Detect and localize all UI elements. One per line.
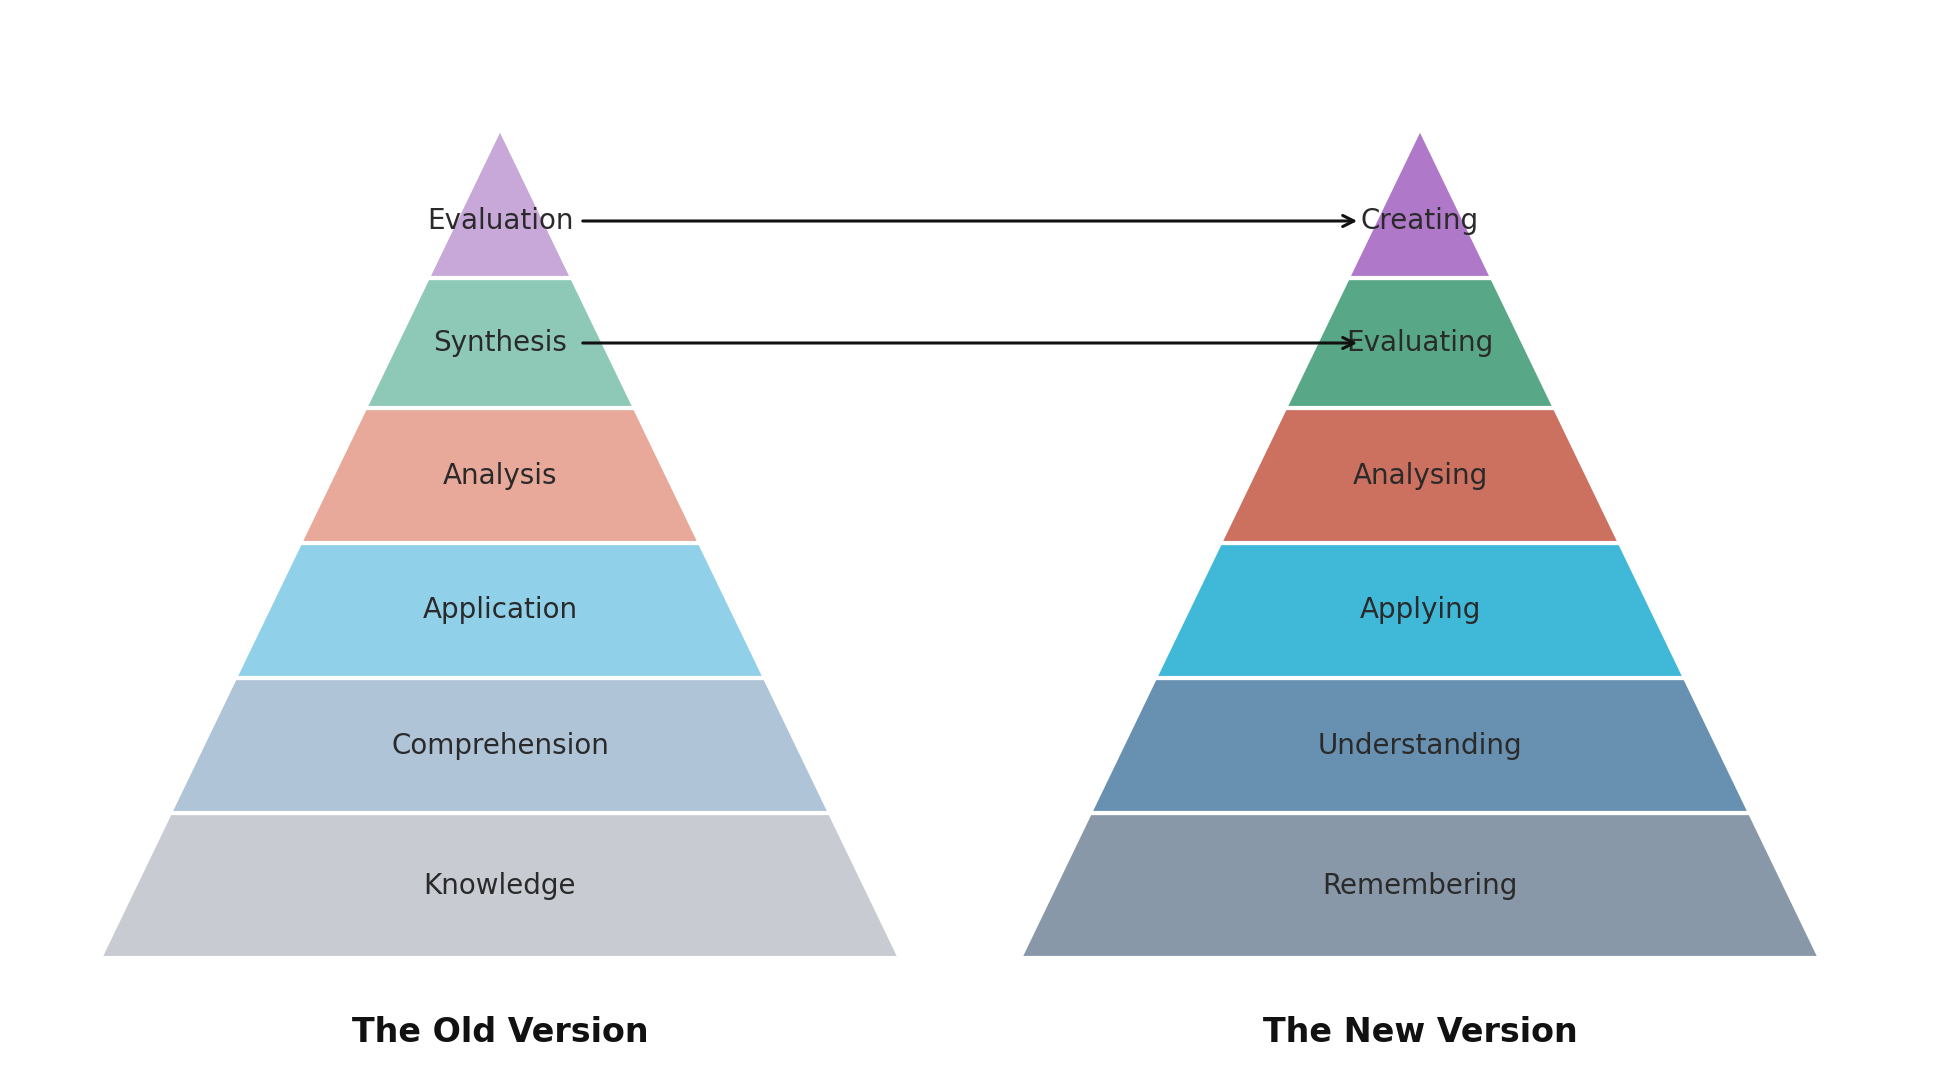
Text: Remembering: Remembering — [1322, 871, 1518, 899]
Text: Creating: Creating — [1361, 207, 1479, 235]
Text: Analysis: Analysis — [442, 461, 556, 489]
Text: Applying: Applying — [1359, 596, 1481, 624]
Polygon shape — [301, 407, 700, 543]
Polygon shape — [1286, 278, 1555, 407]
Text: Comprehension: Comprehension — [392, 732, 609, 760]
Polygon shape — [429, 128, 572, 278]
Text: Understanding: Understanding — [1319, 732, 1522, 760]
Polygon shape — [1156, 543, 1685, 678]
Polygon shape — [1020, 813, 1821, 958]
Text: Knowledge: Knowledge — [425, 871, 576, 899]
Text: Synthesis: Synthesis — [432, 329, 566, 357]
Text: Analysing: Analysing — [1351, 461, 1487, 489]
Polygon shape — [365, 278, 634, 407]
Text: The Old Version: The Old Version — [351, 1017, 648, 1050]
Polygon shape — [1348, 128, 1493, 278]
Text: The New Version: The New Version — [1262, 1017, 1576, 1050]
Text: Application: Application — [423, 596, 578, 624]
Polygon shape — [1220, 407, 1619, 543]
Text: Evaluation: Evaluation — [427, 207, 574, 235]
Polygon shape — [101, 813, 900, 958]
Polygon shape — [171, 678, 830, 813]
Text: Evaluating: Evaluating — [1346, 329, 1493, 357]
Polygon shape — [235, 543, 766, 678]
Polygon shape — [1090, 678, 1751, 813]
